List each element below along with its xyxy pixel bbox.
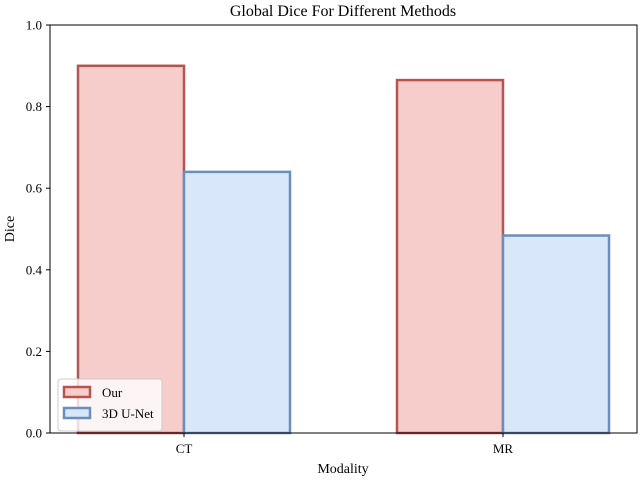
y-tick-label: 0.6 bbox=[26, 181, 43, 196]
x-axis: CT MR bbox=[176, 433, 514, 456]
bars-layer bbox=[76, 64, 611, 435]
chart-title: Global Dice For Different Methods bbox=[230, 3, 456, 20]
bar-3d-u-net-mr bbox=[501, 234, 611, 435]
legend-label: 3D U-Net bbox=[102, 406, 154, 421]
y-tick-label: 0.2 bbox=[26, 344, 42, 359]
y-tick-label: 0.0 bbox=[26, 426, 42, 441]
y-tick-label: 1.0 bbox=[26, 18, 42, 33]
bar-our-mr bbox=[395, 78, 505, 435]
y-tick-label: 0.4 bbox=[26, 262, 43, 277]
legend-swatch bbox=[62, 406, 92, 420]
legend: Our 3D U-Net bbox=[57, 378, 163, 432]
y-axis: 0.0 0.2 0.4 0.6 0.8 1.0 bbox=[26, 18, 50, 441]
legend-swatch bbox=[62, 385, 92, 399]
bar-3d-u-net-ct bbox=[182, 170, 292, 435]
legend-label: Our bbox=[102, 385, 123, 400]
plot-frame bbox=[49, 24, 638, 434]
y-axis-label: Dice bbox=[3, 216, 18, 242]
x-axis-label: Modality bbox=[317, 462, 368, 477]
x-tick-label: CT bbox=[176, 441, 193, 456]
bar-our-ct bbox=[76, 64, 186, 435]
x-tick-label: MR bbox=[493, 441, 514, 456]
y-tick-label: 0.8 bbox=[26, 99, 42, 114]
